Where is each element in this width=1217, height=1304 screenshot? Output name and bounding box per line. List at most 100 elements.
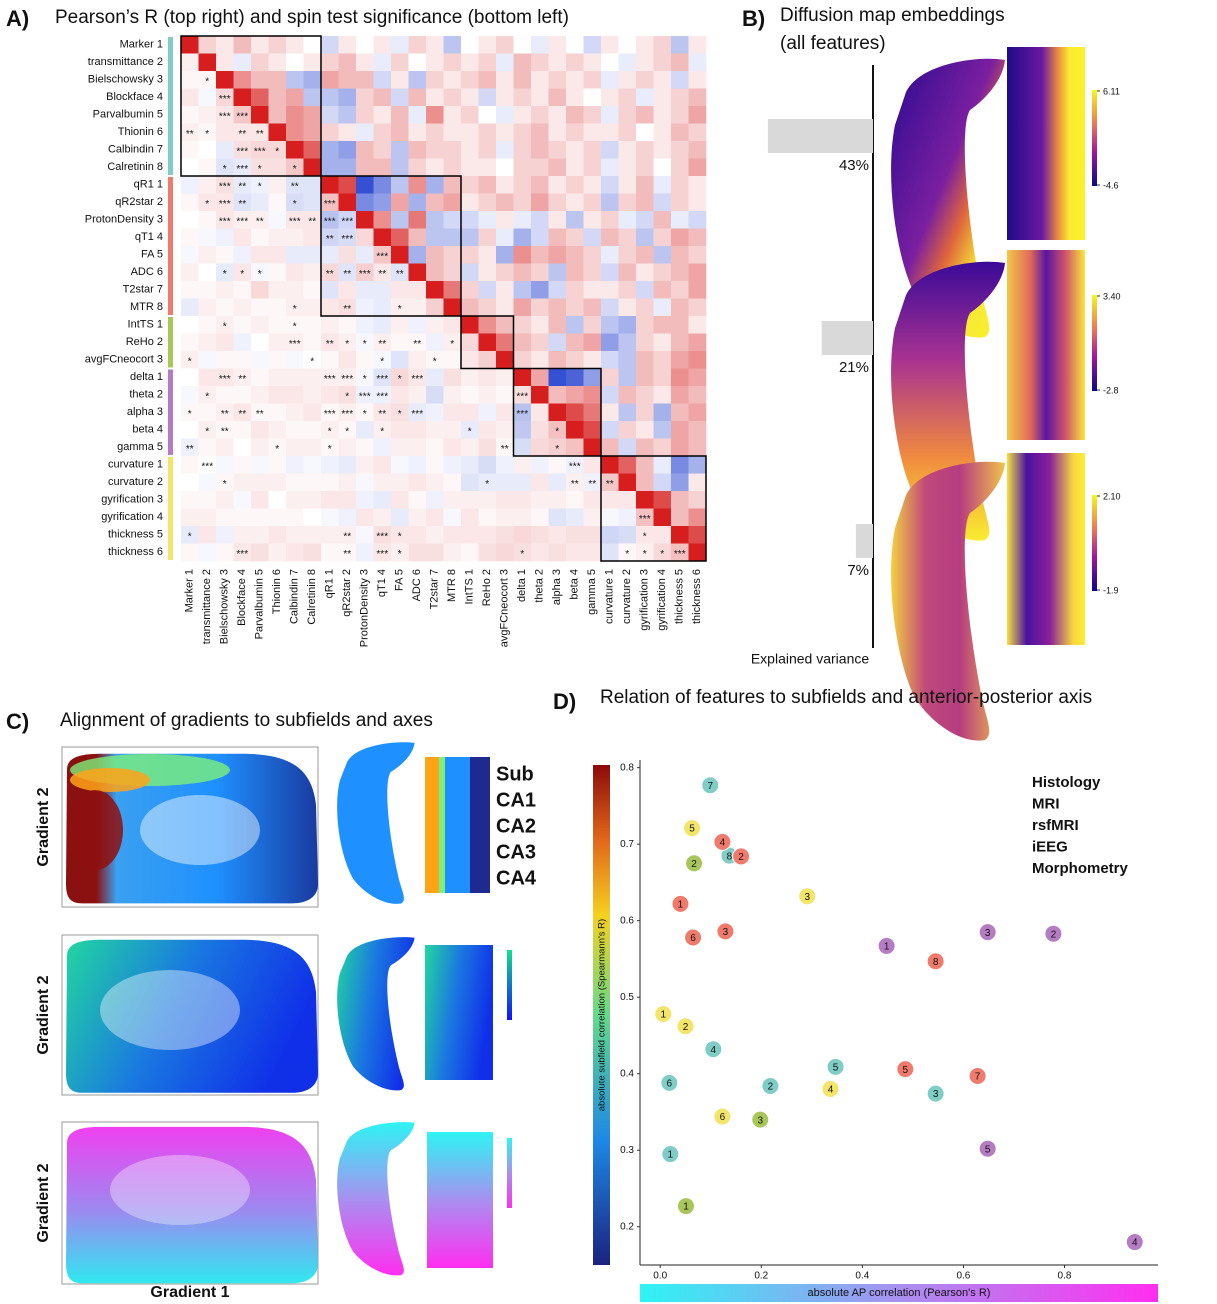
heatmap-cell-mirror	[251, 316, 269, 334]
heatmap-cell	[689, 36, 707, 54]
heatmap-cell	[689, 509, 707, 527]
heatmap-cell-mirror	[269, 281, 287, 299]
significance-stars: **	[378, 409, 386, 420]
heatmap-cell	[531, 246, 549, 264]
heatmap-cell	[584, 54, 602, 72]
heatmap-cell	[619, 386, 637, 404]
heatmap-cell	[356, 141, 374, 159]
heatmap-cell-mirror	[391, 421, 409, 439]
heatmap-cell-mirror	[181, 141, 199, 159]
heatmap-cell-mirror	[409, 316, 427, 334]
heatmap-cell	[549, 369, 567, 387]
row-label: Thionin 6	[118, 126, 163, 138]
heatmap-cell	[479, 89, 497, 107]
heatmap-cell	[689, 176, 707, 194]
heatmap-cell	[391, 54, 409, 72]
heatmap-cell-mirror	[234, 474, 252, 492]
heatmap-cell-mirror	[479, 439, 497, 457]
significance-stars: **	[588, 479, 596, 490]
heatmap-cell-mirror	[216, 491, 234, 509]
heatmap-cell	[461, 299, 479, 317]
unfolded-map	[1007, 47, 1085, 240]
heatmap-cell	[356, 89, 374, 107]
heatmap-cell-mirror	[461, 369, 479, 387]
significance-stars: *	[380, 426, 384, 437]
significance-stars: *	[258, 164, 262, 175]
point-label: 5	[689, 824, 695, 835]
heatmap-cell	[601, 106, 619, 124]
column-label: transmittance 2	[201, 569, 213, 644]
heatmap-cell-mirror	[269, 526, 287, 544]
heatmap-cell	[671, 456, 689, 474]
heatmap-cell-mirror	[479, 509, 497, 527]
heatmap-cell	[339, 176, 357, 194]
heatmap-cell-mirror	[234, 386, 252, 404]
x-tick-label: 0.0	[653, 1271, 667, 1282]
heatmap-cell	[619, 456, 637, 474]
heatmap-cell-mirror	[304, 386, 322, 404]
heatmap-cell-mirror	[374, 491, 392, 509]
heatmap-cell	[391, 141, 409, 159]
heatmap-cell	[514, 316, 532, 334]
heatmap-cell	[496, 159, 514, 177]
heatmap-cell-mirror	[199, 369, 217, 387]
heatmap-cell	[549, 159, 567, 177]
heatmap-cell	[514, 89, 532, 107]
heatmap-cell	[566, 211, 584, 229]
heatmap-cell-mirror	[461, 491, 479, 509]
heatmap-cell	[356, 124, 374, 142]
heatmap-cell-mirror	[531, 491, 549, 509]
heatmap-cell	[199, 54, 217, 72]
row-label: ProtonDensity 3	[85, 214, 163, 226]
point-label: 2	[691, 859, 697, 870]
heatmap-cell	[654, 369, 672, 387]
column-label: ReHo 2	[481, 569, 493, 606]
significance-stars: *	[293, 321, 297, 332]
significance-stars: *	[205, 76, 209, 87]
heatmap-cell-mirror	[216, 526, 234, 544]
column-label: beta 4	[569, 569, 581, 600]
heatmap-cell-mirror	[304, 299, 322, 317]
heatmap-cell	[479, 54, 497, 72]
heatmap-cell	[566, 299, 584, 317]
heatmap-cell	[689, 124, 707, 142]
heatmap-cell-mirror	[601, 544, 619, 562]
significance-stars: ***	[376, 374, 388, 385]
point-label: 4	[828, 1085, 834, 1096]
significance-stars: *	[310, 356, 314, 367]
heatmap-cell-mirror	[461, 439, 479, 457]
heatmap-cell	[531, 89, 549, 107]
heatmap-cell	[356, 159, 374, 177]
brain-renderings	[891, 47, 1085, 741]
heatmap-cell	[479, 106, 497, 124]
heatmap-cell	[356, 54, 374, 72]
heatmap-cell-mirror	[304, 456, 322, 474]
significance-stars: **	[378, 339, 386, 350]
heatmap-cell-mirror	[199, 229, 217, 247]
heatmap-cell	[426, 211, 444, 229]
value-label: 43%	[839, 157, 869, 174]
heatmap-cell-mirror	[251, 194, 269, 212]
brain-surface	[337, 937, 414, 1090]
heatmap-cell	[619, 106, 637, 124]
heatmap-cell-mirror	[216, 509, 234, 527]
heatmap-cell-mirror	[426, 544, 444, 562]
significance-stars: **	[256, 129, 264, 140]
heatmap-cell-mirror	[356, 491, 374, 509]
heatmap-cell	[654, 491, 672, 509]
heatmap-cell	[601, 334, 619, 352]
heatmap-cell-mirror	[391, 351, 409, 369]
heatmap-cell-mirror	[251, 281, 269, 299]
heatmap-cell	[671, 404, 689, 422]
heatmap-cell	[514, 334, 532, 352]
heatmap-cell-mirror	[181, 334, 199, 352]
heatmap-cell-mirror	[619, 509, 637, 527]
heatmap-cell-mirror	[286, 281, 304, 299]
heatmap-cell	[671, 229, 689, 247]
heatmap-cell-mirror	[199, 89, 217, 107]
x-axis-label: absolute AP correlation (Pearson's R)	[808, 1287, 991, 1299]
point-label: 8	[933, 957, 939, 968]
significance-stars: *	[293, 199, 297, 210]
heatmap-cell	[444, 264, 462, 282]
colorbar-label: 3.40	[1103, 291, 1121, 301]
